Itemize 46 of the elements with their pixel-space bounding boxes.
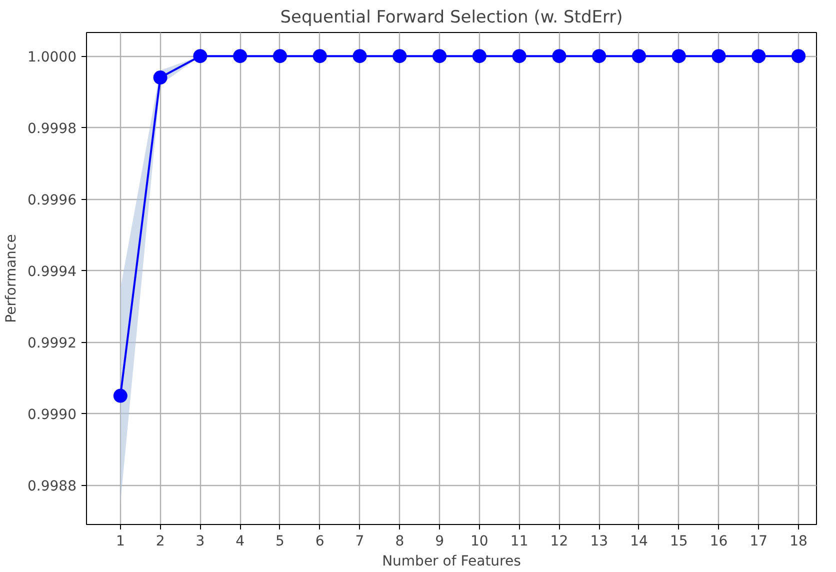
point: [193, 49, 208, 64]
x-tick-label: 10: [470, 534, 488, 550]
point: [752, 49, 766, 64]
y-tick-label: 1.0000: [28, 50, 77, 66]
point: [312, 49, 327, 64]
x-tick-label: 12: [550, 534, 568, 550]
y-tick-label: 0.9998: [28, 121, 77, 138]
point: [392, 49, 407, 64]
point: [512, 49, 526, 64]
x-tick-label: 5: [276, 534, 284, 550]
x-tick-label: 15: [670, 534, 688, 550]
x-tick-label: 8: [395, 534, 404, 550]
point: [632, 49, 646, 64]
point: [233, 49, 248, 64]
chart-title: Sequential Forward Selection (w. StdErr): [280, 8, 623, 28]
point: [792, 49, 806, 64]
point: [552, 49, 566, 64]
point: [592, 49, 606, 64]
x-tick-label: 6: [315, 534, 324, 550]
y-tick-label: 0.9992: [28, 336, 77, 352]
x-tick-label: 7: [355, 534, 364, 550]
x-tick-label: 11: [510, 534, 528, 550]
y-tick-label: 0.9990: [28, 407, 77, 424]
point: [472, 49, 486, 64]
point: [712, 49, 726, 64]
x-tick-label: 16: [710, 534, 728, 550]
point: [352, 49, 367, 64]
y-tick-label: 0.9994: [28, 264, 77, 280]
x-tick-label: 13: [590, 534, 608, 550]
point: [672, 49, 686, 64]
point: [153, 70, 168, 85]
x-tick-label: 2: [156, 534, 165, 550]
x-tick-label: 18: [790, 534, 808, 550]
point: [272, 49, 287, 64]
x-tick-label: 3: [196, 534, 205, 550]
point: [432, 49, 447, 64]
y-tick-label: 0.9988: [28, 478, 77, 495]
x-tick-label: 9: [435, 534, 444, 550]
x-tick-label: 14: [630, 534, 648, 550]
x-tick-label: 17: [750, 534, 768, 550]
y-axis-title: Performance: [4, 234, 20, 323]
x-axis-title: Number of Features: [382, 554, 521, 570]
x-tick-label: 4: [236, 534, 245, 550]
point: [113, 388, 128, 403]
y-tick-label: 0.9996: [28, 192, 77, 209]
x-tick-label: 1: [116, 534, 125, 550]
